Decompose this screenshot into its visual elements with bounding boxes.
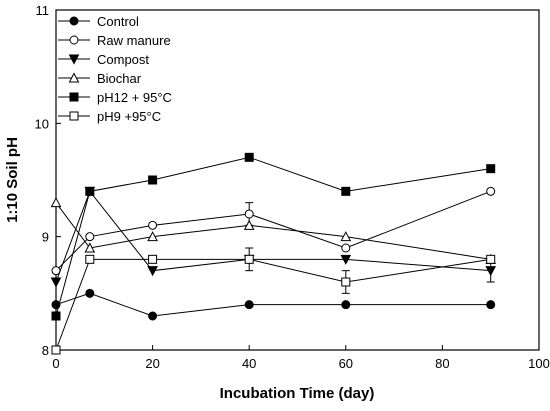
plot-frame	[55, 9, 540, 351]
data-point	[486, 300, 496, 310]
legend-item: pH9 +95°C	[58, 109, 161, 124]
data-point	[148, 254, 158, 264]
axis-ticks: 0 20 40 60 80 100 8 9 10 11	[35, 3, 550, 371]
data-point	[486, 254, 496, 264]
x-axis-title: Incubation Time (day)	[220, 385, 375, 402]
legend-item: Control	[58, 14, 139, 29]
data-point	[51, 345, 61, 355]
data-point	[51, 311, 61, 321]
y-tick-label: 9	[42, 230, 49, 245]
data-series	[50, 152, 497, 355]
series-5	[51, 247, 496, 355]
series-line	[55, 156, 491, 317]
series-line	[55, 190, 491, 283]
legend-label: Control	[97, 14, 139, 29]
data-point	[341, 243, 351, 253]
series-3	[50, 197, 497, 264]
data-point	[341, 186, 351, 196]
data-point	[148, 311, 158, 321]
data-point	[85, 288, 95, 298]
data-point	[147, 266, 158, 277]
data-point	[84, 242, 96, 253]
x-tick-label: 0	[52, 356, 59, 371]
data-point	[147, 231, 158, 242]
x-tick-label: 80	[435, 356, 449, 371]
data-point	[148, 220, 158, 230]
data-point	[148, 175, 158, 185]
y-axis-title: 1:10 Soil pH	[4, 137, 21, 223]
y-tick-label: 8	[42, 343, 49, 358]
data-point	[85, 232, 95, 242]
data-point	[243, 219, 255, 230]
data-point	[85, 186, 95, 196]
legend-item: Compost	[58, 52, 149, 67]
legend-marker	[69, 111, 79, 121]
series-0	[51, 288, 496, 321]
legend: Control Raw manure Compost Biochar pH12 + 95…	[58, 14, 172, 124]
legend-label: pH12 + 95°C	[97, 90, 172, 105]
x-tick-label: 100	[528, 356, 550, 371]
legend-marker	[69, 35, 79, 45]
data-point	[340, 231, 352, 242]
legend-label: Compost	[97, 52, 149, 67]
data-point	[244, 300, 254, 310]
legend-item: pH12 + 95°C	[58, 90, 172, 105]
data-point	[485, 266, 497, 277]
legend-label: pH9 +95°C	[97, 109, 161, 124]
x-tick-label: 60	[339, 356, 353, 371]
series-line	[55, 292, 491, 317]
data-point	[340, 254, 352, 265]
legend-label: Raw manure	[97, 33, 171, 48]
legend-marker	[68, 54, 80, 65]
legend-label: Biochar	[97, 71, 142, 86]
data-point	[244, 152, 254, 162]
data-point	[244, 209, 254, 219]
y-tick-label: 11	[36, 3, 50, 18]
series-1	[51, 186, 496, 276]
series-4	[51, 152, 496, 321]
data-point	[50, 197, 62, 208]
series-line	[55, 258, 491, 351]
legend-marker	[69, 92, 79, 102]
data-point	[50, 277, 62, 288]
legend-item: Biochar	[58, 71, 142, 86]
data-point	[486, 186, 496, 196]
data-point	[341, 277, 351, 287]
series-line	[55, 202, 491, 260]
data-point	[51, 300, 61, 310]
legend-marker	[68, 72, 80, 83]
legend-marker	[69, 16, 79, 26]
data-point	[244, 254, 254, 264]
x-tick-label: 40	[242, 356, 256, 371]
x-tick-label: 20	[145, 356, 159, 371]
legend-item: Raw manure	[58, 33, 171, 48]
data-point	[85, 254, 95, 264]
y-tick-label: 10	[35, 116, 49, 131]
series-2	[50, 186, 497, 288]
series-line	[55, 190, 491, 272]
data-point	[341, 300, 351, 310]
data-point	[486, 164, 496, 174]
